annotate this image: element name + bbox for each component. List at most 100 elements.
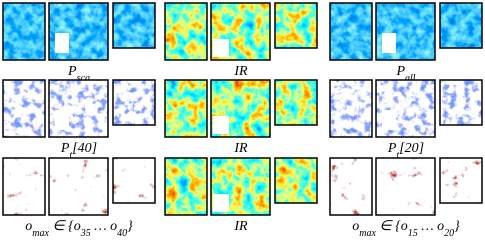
mask-region [213,194,229,212]
frame [439,2,483,49]
caption-subscript: 15 [408,228,418,239]
caption-text: [20] [399,141,424,156]
heatmap [165,158,207,215]
heatmap [3,80,45,137]
caption-text: } [127,219,133,234]
thumbnail [48,157,109,216]
thumbnail [164,157,208,216]
thumbnail [48,2,109,61]
thumbnail [112,157,156,204]
caption-subscript: max [359,228,376,239]
thumbnail [2,2,46,61]
caption-text: … o [418,219,444,234]
thumbnail [164,2,208,61]
frame [329,2,373,61]
thumbnail [274,79,318,126]
frame [210,2,271,61]
mask-region [382,110,396,130]
frame [329,157,373,216]
frame [210,157,271,216]
heatmap [275,3,317,48]
caption: IR [233,64,248,79]
thumbnail [210,79,271,138]
heatmap [113,158,155,203]
frame [274,157,318,204]
thumbnail [439,2,483,49]
thumbnail [210,2,271,61]
frame [439,157,483,204]
thumbnail [2,157,46,216]
mask-region [213,39,229,57]
caption: IR [233,141,248,156]
frame [375,2,436,61]
frame [164,157,208,216]
frame [112,79,156,126]
caption-text: ∈ {o [49,219,81,234]
caption-text: IR [233,219,248,234]
caption: omax ∈ {o35 … o40} [25,219,133,239]
caption-text: P [67,64,77,79]
frame [112,2,156,49]
heatmap [165,3,207,60]
caption-subscript: all [405,73,416,84]
mask-region [213,116,229,134]
frame [48,157,109,216]
frame [112,157,156,204]
thumbnail [210,157,271,216]
mask-region [382,33,396,53]
caption-text: o [352,219,359,234]
heatmap [330,158,372,215]
mask-region [55,110,69,130]
thumbnail [375,79,436,138]
caption-text: } [454,219,460,234]
caption-text: IR [233,141,248,156]
thumbnail [112,79,156,126]
heatmap [275,158,317,203]
caption-subscript: 20 [444,228,454,239]
caption-subscript: t [396,150,399,161]
heatmap [440,158,482,203]
caption-subscript: t [69,150,72,161]
frame [329,79,373,138]
mask-region [55,188,69,208]
thumbnail [164,79,208,138]
caption-text: o [25,219,32,234]
heatmap [440,80,482,125]
caption: Psca [67,64,90,84]
frame [274,2,318,49]
thumbnail [375,2,436,61]
caption-subscript: max [32,228,49,239]
heatmap [3,158,45,215]
mask-region [55,33,69,53]
frame [375,79,436,138]
caption-subscript: sca [77,73,90,84]
thumbnail [274,2,318,49]
heatmap [113,80,155,125]
frame [164,79,208,138]
thumbnail [439,79,483,126]
caption-text: IR [233,64,248,79]
frame [2,79,46,138]
caption: IR [233,219,248,234]
thumbnail [329,157,373,216]
caption: Pt[20] [387,141,424,161]
thumbnail [329,79,373,138]
thumbnail [329,2,373,61]
thumbnail [112,2,156,49]
frame [48,2,109,61]
caption-text: [40] [72,141,97,156]
thumbnail [48,79,109,138]
thumbnail [439,157,483,204]
frame [164,2,208,61]
caption-subscript: 35 [80,228,91,239]
caption: Pall [395,64,415,84]
caption-text: … o [91,219,117,234]
mask-region [382,188,396,208]
caption: omax ∈ {o15 … o20} [352,219,460,239]
caption: Pt[40] [60,141,97,161]
caption-subscript: 40 [117,228,127,239]
frame [375,157,436,216]
frame [2,157,46,216]
heatmap [330,3,372,60]
